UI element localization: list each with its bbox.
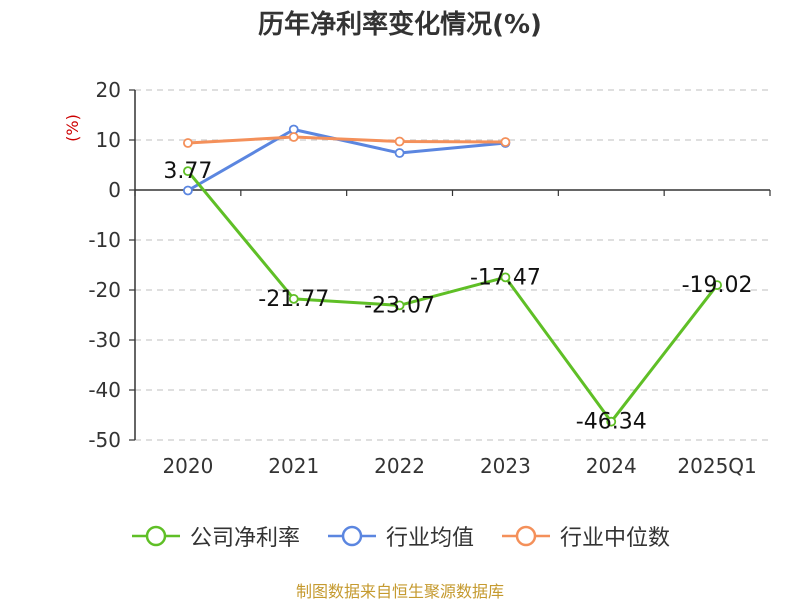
series-point-2	[183, 138, 193, 148]
y-tick-label: -30	[88, 328, 121, 352]
x-tick-label: 2022	[374, 454, 425, 478]
legend-label: 公司净利率	[189, 526, 300, 551]
series-point-1	[394, 148, 405, 158]
data-label: -23.07	[364, 293, 435, 318]
x-tick-label: 2021	[268, 454, 319, 478]
data-label: -19.02	[682, 273, 753, 298]
y-tick-label: -50	[88, 428, 121, 452]
y-tick-label: 0	[108, 178, 121, 202]
y-tick-label: -10	[88, 228, 121, 252]
x-tick-label: 2024	[586, 454, 637, 478]
series-point-1	[183, 185, 193, 196]
legend-label: 行业均值	[385, 526, 474, 551]
x-tick-label: 2020	[162, 454, 213, 478]
legend-marker-icon	[131, 525, 180, 547]
series-point-0	[712, 280, 722, 291]
data-label: -17.47	[470, 265, 541, 290]
series-line-0	[186, 170, 719, 424]
y-tick-label: 20	[96, 78, 121, 102]
legend-label: 行业中位数	[560, 526, 671, 551]
chart-title: 历年净利率变化情况(%)	[258, 10, 542, 40]
y-tick-label: -20	[88, 278, 121, 302]
series-point-0	[500, 272, 511, 283]
legend-item-2[interactable]: 行业中位数	[500, 520, 670, 552]
series-point-2	[500, 137, 511, 147]
grid-lines	[135, 89, 770, 441]
legend-marker-icon	[327, 525, 376, 547]
y-tick-label: 10	[96, 128, 121, 152]
series-point-2	[394, 136, 405, 147]
series-line-1	[187, 128, 506, 192]
legend-item-1[interactable]: 行业均值	[326, 520, 474, 552]
y-axis-title: (%)	[63, 114, 82, 142]
data-label: -46.34	[576, 410, 647, 435]
series-point-0	[394, 300, 405, 311]
series-lines	[183, 124, 722, 427]
data-label: 3.77	[163, 159, 212, 184]
legend: 公司净利率 行业均值 行业中位数	[0, 520, 800, 552]
data-label: -21.77	[258, 287, 329, 312]
y-tick-label: -40	[88, 378, 121, 402]
x-tick-label: 2025Q1	[677, 454, 756, 478]
series-point-0	[288, 293, 299, 304]
series-point-2	[288, 132, 299, 142]
legend-item-0[interactable]: 公司净利率	[130, 520, 300, 552]
series-point-0	[606, 416, 617, 427]
series-line-2	[187, 135, 506, 145]
axes: 20 10 0 -10 -20 -30 -40 -50 2020 2021 2022 2023 2024…	[88, 78, 771, 478]
footer-source: 制图数据来自恒生聚源数据库	[295, 582, 504, 601]
legend-marker-icon	[502, 525, 550, 547]
series-point-0	[183, 166, 193, 177]
data-labels: 3.77 -21.77 -23.07 -17.47 -46.34 -19.02	[163, 159, 752, 435]
x-tick-label: 2023	[480, 454, 531, 478]
